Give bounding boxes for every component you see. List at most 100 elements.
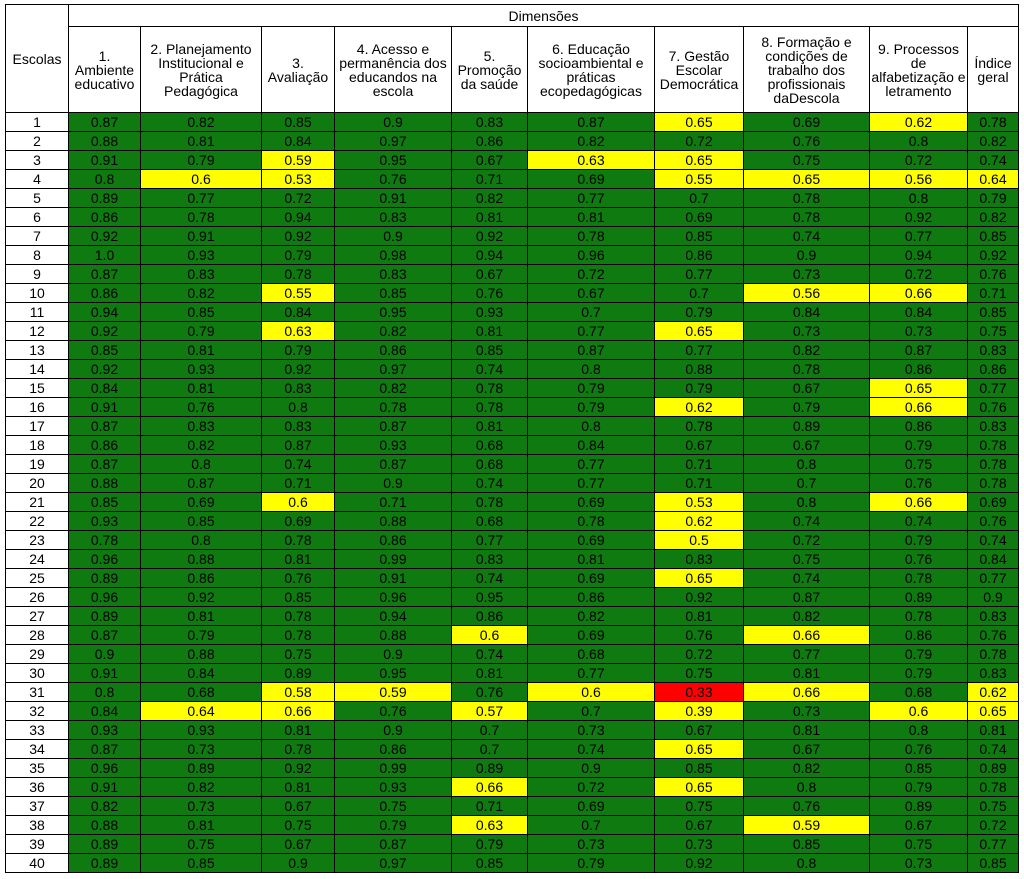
- score-cell-promocao-saude: 0.71: [451, 796, 528, 816]
- score-cell-formacao-profissionais: 0.73: [743, 264, 870, 284]
- score-cell-ambiente-educativo: 0.87: [68, 264, 141, 284]
- score-cell-avaliacao: 0.79: [261, 245, 335, 265]
- table-row: 36 0.91 0.82 0.81 0.93 0.66 0.72 0.65 0.8 0.79 0.7…: [5, 777, 1019, 797]
- score-cell-avaliacao: 0.89: [261, 663, 335, 683]
- score-cell-ambiente-educativo: 0.91: [68, 150, 141, 170]
- score-cell-indice-geral: 0.78: [967, 644, 1019, 664]
- school-number-cell: 27: [5, 606, 69, 626]
- school-number-cell: 34: [5, 739, 69, 759]
- school-number-cell: 25: [5, 568, 69, 588]
- table-row: 29 0.9 0.88 0.75 0.9 0.74 0.68 0.72 0.77 0.79 0.78: [5, 644, 1019, 664]
- score-cell-alfabetizacao: 0.67: [869, 815, 968, 835]
- score-cell-planejamento: 0.6: [140, 169, 262, 189]
- school-number-cell: 18: [5, 435, 69, 455]
- school-number-cell: 24: [5, 549, 69, 569]
- table-row: 9 0.87 0.83 0.78 0.83 0.67 0.72 0.77 0.73 0.72 0.7…: [5, 264, 1019, 284]
- score-cell-indice-geral: 0.62: [967, 682, 1019, 702]
- score-cell-indice-geral: 0.76: [967, 397, 1019, 417]
- school-number-cell: 39: [5, 834, 69, 854]
- score-cell-gestao-democratica: 0.62: [654, 397, 744, 417]
- table-row: 15 0.84 0.81 0.83 0.82 0.78 0.79 0.79 0.67 0.65 0.…: [5, 378, 1019, 398]
- score-cell-gestao-democratica: 0.7: [654, 283, 744, 303]
- score-cell-ambiente-educativo: 0.89: [68, 853, 141, 873]
- score-cell-promocao-saude: 0.74: [451, 568, 528, 588]
- score-cell-educacao-socioambiental: 0.77: [527, 454, 655, 474]
- score-cell-gestao-democratica: 0.5: [654, 530, 744, 550]
- col-header-ambiente-educativo: 1. Ambiente educativo: [68, 26, 141, 113]
- score-cell-avaliacao: 0.63: [261, 321, 335, 341]
- score-cell-alfabetizacao: 0.73: [869, 853, 968, 873]
- score-cell-alfabetizacao: 0.75: [869, 454, 968, 474]
- score-cell-planejamento: 0.82: [140, 777, 262, 797]
- score-cell-educacao-socioambiental: 0.87: [527, 340, 655, 360]
- score-cell-formacao-profissionais: 0.77: [743, 644, 870, 664]
- score-cell-formacao-profissionais: 0.73: [743, 321, 870, 341]
- score-cell-gestao-democratica: 0.86: [654, 245, 744, 265]
- score-cell-alfabetizacao: 0.66: [869, 492, 968, 512]
- score-cell-alfabetizacao: 0.8: [869, 720, 968, 740]
- score-cell-promocao-saude: 0.68: [451, 435, 528, 455]
- score-cell-planejamento: 0.76: [140, 397, 262, 417]
- score-cell-educacao-socioambiental: 0.8: [527, 416, 655, 436]
- col-header-avaliacao: 3. Avaliação: [261, 26, 335, 113]
- score-cell-formacao-profissionais: 0.75: [743, 549, 870, 569]
- score-cell-gestao-democratica: 0.92: [654, 853, 744, 873]
- score-cell-educacao-socioambiental: 0.74: [527, 739, 655, 759]
- table-row: 11 0.94 0.85 0.84 0.95 0.93 0.7 0.79 0.84 0.84 0.8…: [5, 302, 1019, 322]
- score-cell-formacao-profissionais: 0.89: [743, 416, 870, 436]
- score-cell-alfabetizacao: 0.87: [869, 340, 968, 360]
- table-row: 21 0.85 0.69 0.6 0.71 0.78 0.69 0.53 0.8 0.66 0.69: [5, 492, 1019, 512]
- score-cell-avaliacao: 0.53: [261, 169, 335, 189]
- score-cell-ambiente-educativo: 0.8: [68, 682, 141, 702]
- col-header-acesso-permanencia: 4. Acesso e permanência dos educandos na…: [334, 26, 452, 113]
- score-cell-formacao-profissionais: 0.67: [743, 378, 870, 398]
- dimensions-group-header: Dimensões: [68, 4, 1019, 27]
- score-cell-gestao-democratica: 0.67: [654, 815, 744, 835]
- score-cell-avaliacao: 0.9: [261, 853, 335, 873]
- score-cell-avaliacao: 0.85: [261, 112, 335, 132]
- score-cell-formacao-profissionais: 0.79: [743, 397, 870, 417]
- score-cell-acesso-permanencia: 0.76: [334, 169, 452, 189]
- score-cell-avaliacao: 0.8: [261, 397, 335, 417]
- score-cell-planejamento: 0.69: [140, 492, 262, 512]
- score-cell-alfabetizacao: 0.56: [869, 169, 968, 189]
- score-cell-planejamento: 0.89: [140, 758, 262, 778]
- score-cell-gestao-democratica: 0.75: [654, 796, 744, 816]
- school-number-cell: 26: [5, 587, 69, 607]
- score-cell-planejamento: 0.88: [140, 644, 262, 664]
- score-cell-educacao-socioambiental: 0.69: [527, 625, 655, 645]
- score-cell-promocao-saude: 0.63: [451, 815, 528, 835]
- score-cell-acesso-permanencia: 0.91: [334, 188, 452, 208]
- table-row: 38 0.88 0.81 0.75 0.79 0.63 0.7 0.67 0.59 0.67 0.7…: [5, 815, 1019, 835]
- school-number-cell: 22: [5, 511, 69, 531]
- score-cell-alfabetizacao: 0.76: [869, 739, 968, 759]
- score-cell-acesso-permanencia: 0.86: [334, 530, 452, 550]
- score-cell-indice-geral: 0.71: [967, 283, 1019, 303]
- score-cell-planejamento: 0.75: [140, 834, 262, 854]
- score-cell-promocao-saude: 0.83: [451, 549, 528, 569]
- score-cell-ambiente-educativo: 0.9: [68, 644, 141, 664]
- score-cell-alfabetizacao: 0.79: [869, 663, 968, 683]
- score-cell-acesso-permanencia: 0.95: [334, 302, 452, 322]
- score-cell-ambiente-educativo: 0.94: [68, 302, 141, 322]
- score-cell-planejamento: 0.84: [140, 663, 262, 683]
- score-cell-avaliacao: 0.75: [261, 644, 335, 664]
- score-cell-alfabetizacao: 0.89: [869, 587, 968, 607]
- score-cell-avaliacao: 0.83: [261, 416, 335, 436]
- school-number-cell: 11: [5, 302, 69, 322]
- score-cell-indice-geral: 0.81: [967, 720, 1019, 740]
- score-cell-indice-geral: 0.83: [967, 606, 1019, 626]
- score-cell-alfabetizacao: 0.86: [869, 416, 968, 436]
- score-cell-formacao-profissionais: 0.76: [743, 796, 870, 816]
- score-cell-educacao-socioambiental: 0.78: [527, 226, 655, 246]
- score-cell-educacao-socioambiental: 0.78: [527, 511, 655, 531]
- table-row: 25 0.89 0.86 0.76 0.91 0.74 0.69 0.65 0.74 0.78 0.…: [5, 568, 1019, 588]
- score-cell-indice-geral: 0.75: [967, 796, 1019, 816]
- table-row: 13 0.85 0.81 0.79 0.86 0.85 0.87 0.77 0.82 0.87 0.…: [5, 340, 1019, 360]
- score-cell-gestao-democratica: 0.67: [654, 720, 744, 740]
- score-cell-ambiente-educativo: 0.78: [68, 530, 141, 550]
- score-cell-alfabetizacao: 0.78: [869, 606, 968, 626]
- score-cell-gestao-democratica: 0.72: [654, 644, 744, 664]
- score-cell-indice-geral: 0.77: [967, 568, 1019, 588]
- score-cell-gestao-democratica: 0.75: [654, 663, 744, 683]
